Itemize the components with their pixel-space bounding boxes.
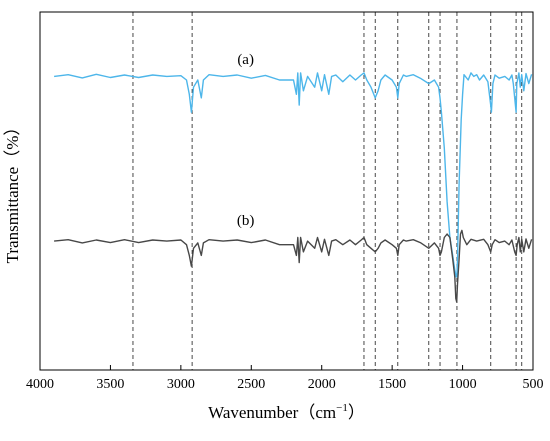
series-layer: [54, 72, 533, 303]
x-tick-label: 3000: [167, 377, 195, 392]
x-axis-label-close: ）: [348, 403, 365, 422]
series-annotations: (a) (b): [237, 52, 255, 229]
x-axis-label-superscript: −1: [336, 402, 348, 414]
x-tick-label: 3500: [96, 377, 124, 392]
x-tick-label: 500: [523, 377, 544, 392]
x-tick-label: 2000: [308, 377, 336, 392]
x-tick-label: 4000: [26, 377, 54, 392]
x-tick-label: 2500: [237, 377, 265, 392]
x-axis-label: Wavenumber（cm−1）: [208, 402, 365, 422]
reference-lines: [132, 12, 523, 370]
spectrum-line: [54, 72, 533, 278]
y-axis-label: Transmittance（%）: [3, 119, 22, 264]
plot-frame: [39, 11, 534, 371]
spectrum-line: [54, 229, 533, 303]
series-annotation: (b): [237, 213, 255, 229]
x-tick-label: 1500: [378, 377, 406, 392]
x-axis-ticks: 4000 3500 3000 2500 2000 1500 1000 500: [26, 365, 544, 392]
series-annotation: (a): [237, 52, 254, 68]
x-axis-label-main: Wavenumber（cm: [208, 403, 336, 422]
x-tick-label: 1000: [449, 377, 477, 392]
